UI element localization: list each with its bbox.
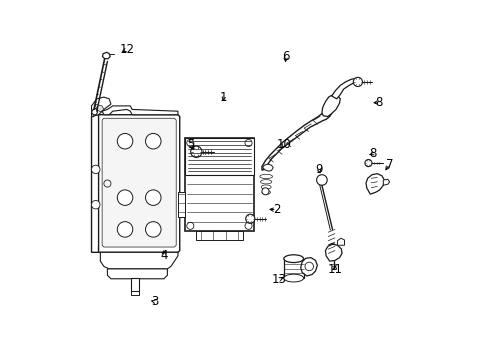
Polygon shape bbox=[338, 238, 344, 245]
Circle shape bbox=[245, 222, 252, 229]
Polygon shape bbox=[196, 231, 243, 240]
Circle shape bbox=[104, 180, 111, 187]
Text: 1: 1 bbox=[220, 91, 227, 104]
Circle shape bbox=[187, 222, 194, 229]
Ellipse shape bbox=[261, 185, 271, 189]
Polygon shape bbox=[102, 106, 178, 115]
Circle shape bbox=[187, 139, 194, 147]
Text: 2: 2 bbox=[273, 203, 280, 216]
Polygon shape bbox=[92, 115, 100, 252]
Circle shape bbox=[317, 175, 327, 185]
Polygon shape bbox=[98, 115, 180, 252]
Text: 11: 11 bbox=[327, 264, 343, 276]
Circle shape bbox=[146, 190, 161, 206]
Polygon shape bbox=[322, 95, 340, 117]
Polygon shape bbox=[92, 108, 98, 115]
Polygon shape bbox=[262, 111, 331, 170]
Polygon shape bbox=[107, 269, 168, 279]
Polygon shape bbox=[102, 52, 110, 59]
Circle shape bbox=[245, 139, 252, 147]
Text: 5: 5 bbox=[187, 138, 194, 151]
Bar bbox=[284, 259, 304, 278]
Ellipse shape bbox=[284, 274, 304, 282]
Polygon shape bbox=[383, 179, 390, 185]
Circle shape bbox=[365, 159, 372, 167]
Polygon shape bbox=[178, 192, 185, 217]
Text: 4: 4 bbox=[160, 249, 168, 262]
Circle shape bbox=[262, 188, 269, 195]
Bar bbox=[185, 138, 254, 231]
Polygon shape bbox=[92, 97, 111, 117]
Text: 13: 13 bbox=[272, 273, 287, 286]
Polygon shape bbox=[100, 252, 178, 269]
Circle shape bbox=[329, 243, 336, 251]
Text: 3: 3 bbox=[151, 295, 159, 308]
Circle shape bbox=[92, 201, 100, 209]
Circle shape bbox=[117, 190, 133, 206]
Polygon shape bbox=[95, 104, 104, 112]
Polygon shape bbox=[332, 78, 356, 99]
Ellipse shape bbox=[262, 190, 270, 194]
Circle shape bbox=[146, 134, 161, 149]
Circle shape bbox=[117, 222, 133, 237]
Text: 8: 8 bbox=[375, 96, 383, 109]
Circle shape bbox=[146, 222, 161, 237]
Ellipse shape bbox=[284, 255, 304, 262]
Text: 9: 9 bbox=[316, 163, 323, 176]
Ellipse shape bbox=[260, 174, 272, 179]
Text: 8: 8 bbox=[369, 147, 376, 160]
Circle shape bbox=[117, 134, 133, 149]
Circle shape bbox=[353, 77, 363, 86]
Text: 7: 7 bbox=[386, 158, 393, 171]
Polygon shape bbox=[131, 291, 139, 294]
Polygon shape bbox=[325, 244, 342, 261]
Circle shape bbox=[305, 262, 314, 271]
Text: 10: 10 bbox=[276, 138, 291, 151]
Ellipse shape bbox=[261, 180, 272, 184]
Polygon shape bbox=[263, 164, 273, 171]
Text: 12: 12 bbox=[119, 43, 134, 56]
Circle shape bbox=[245, 214, 255, 224]
Circle shape bbox=[92, 165, 100, 174]
Bar bbox=[131, 278, 139, 291]
Text: 6: 6 bbox=[282, 50, 289, 63]
Polygon shape bbox=[301, 258, 318, 276]
Polygon shape bbox=[366, 174, 384, 194]
Bar bbox=[185, 138, 254, 175]
Polygon shape bbox=[102, 118, 176, 247]
Circle shape bbox=[191, 146, 202, 157]
